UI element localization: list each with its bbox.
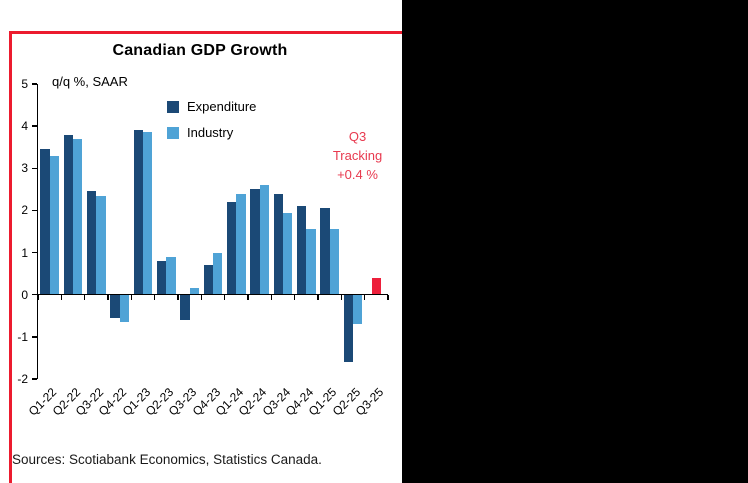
bar-industry-Q2-23 xyxy=(166,256,176,295)
bar-expenditure-Q1-23 xyxy=(133,130,143,295)
y-axis-tick-label: 1 xyxy=(21,245,28,260)
bar-expenditure-Q2-25 xyxy=(343,294,353,363)
chart-legend: Expenditure Industry xyxy=(167,99,256,151)
x-axis-tick xyxy=(387,294,389,300)
tracking-annotation: Q3 Tracking +0.4 % xyxy=(315,128,400,185)
annotation-line: +0.4 % xyxy=(337,166,378,182)
annotation-line: Tracking xyxy=(332,147,383,163)
bar-expenditure-Q3-22 xyxy=(87,191,97,295)
x-axis-tick xyxy=(107,294,109,300)
bar-expenditure-Q2-24 xyxy=(250,189,260,295)
bar-industry-Q3-23 xyxy=(189,288,199,295)
bar-expenditure-Q4-24 xyxy=(297,206,307,295)
bar-expenditure-Q2-23 xyxy=(157,261,167,295)
y-axis-tick xyxy=(32,251,37,254)
x-axis-tick xyxy=(293,294,296,300)
y-axis-unit-note: q/q %, SAAR xyxy=(52,74,128,89)
legend-label: Industry xyxy=(187,125,234,140)
legend-item-expenditure: Expenditure xyxy=(167,99,256,114)
plot-area: 5 4 3 2 1 0 -1 -2 Q1-22 Q2-22 Q3-22 Q4-22 Q1-23 Q2-23… xyxy=(17,77,389,418)
x-axis-tick xyxy=(37,294,39,300)
x-axis-tick xyxy=(340,294,343,300)
y-axis-tick-label: 3 xyxy=(21,161,28,176)
x-axis-tick xyxy=(270,294,273,300)
y-axis-tick xyxy=(32,336,37,338)
chart-title: Canadian GDP Growth xyxy=(112,42,288,59)
bar-industry-Q1-23 xyxy=(143,132,153,295)
y-axis-tick-label: 4 xyxy=(21,119,28,134)
bar-expenditure-Q3-24 xyxy=(273,193,283,295)
bar-industry-Q1-24 xyxy=(236,193,246,295)
bar-industry-Q3-22 xyxy=(96,195,106,295)
x-axis-tick xyxy=(223,294,226,300)
bar-industry-Q4-22 xyxy=(119,294,129,323)
y-axis-tick-label: 5 xyxy=(21,77,28,91)
y-axis-tick xyxy=(32,125,37,127)
y-axis-tick xyxy=(32,378,37,380)
bar-q3-tracking-Q3-25 xyxy=(371,277,381,295)
y-axis-tick-label: 0 xyxy=(21,287,28,302)
bar-industry-Q3-24 xyxy=(283,212,293,295)
x-axis-tick xyxy=(200,294,203,300)
bar-industry-Q1-25 xyxy=(329,229,339,295)
y-axis-tick xyxy=(32,167,37,170)
x-axis-tick xyxy=(317,294,319,300)
y-axis-tick xyxy=(32,83,37,85)
bar-industry-Q1-22 xyxy=(49,155,59,295)
bar-industry-Q4-23 xyxy=(213,252,223,295)
annotation-line: Q3 xyxy=(348,129,367,144)
y-axis-tick xyxy=(32,293,37,296)
chart-panel: Canadian GDP Growth q/q %, SAAR 5 4 3 2 1 0 -1… xyxy=(0,0,402,483)
x-axis-tick xyxy=(177,294,179,300)
y-axis-tick-label: -1 xyxy=(17,329,28,344)
bar-expenditure-Q1-22 xyxy=(40,149,50,295)
x-axis-tick xyxy=(153,294,156,300)
x-axis-line xyxy=(36,293,388,296)
y-axis-tick xyxy=(32,209,37,212)
y-axis-line xyxy=(36,84,38,379)
bar-expenditure-Q1-24 xyxy=(227,202,237,295)
industry-swatch-icon xyxy=(167,126,179,139)
bar-industry-Q2-22 xyxy=(73,138,83,295)
y-axis-tick-label: -2 xyxy=(17,372,28,386)
x-axis-tick xyxy=(130,294,133,300)
bar-expenditure-Q2-22 xyxy=(63,134,73,295)
x-axis-tick xyxy=(363,294,366,300)
bar-industry-Q2-24 xyxy=(259,185,269,295)
bar-industry-Q4-24 xyxy=(306,229,316,295)
legend-label: Expenditure xyxy=(187,99,257,114)
bar-expenditure-Q4-22 xyxy=(110,294,120,318)
y-axis-tick-label: 2 xyxy=(21,203,28,218)
bar-industry-Q2-25 xyxy=(353,294,363,325)
source-line: Sources: Scotiabank Economics, Statistic… xyxy=(12,452,322,467)
bar-expenditure-Q4-23 xyxy=(203,265,213,295)
x-axis-tick xyxy=(83,294,86,300)
x-axis-tick xyxy=(60,294,63,300)
bar-expenditure-Q3-23 xyxy=(180,294,190,320)
x-axis-tick xyxy=(247,294,249,300)
bar-expenditure-Q1-25 xyxy=(320,208,330,295)
legend-item-industry: Industry xyxy=(167,125,256,140)
expenditure-swatch-icon xyxy=(167,100,179,113)
